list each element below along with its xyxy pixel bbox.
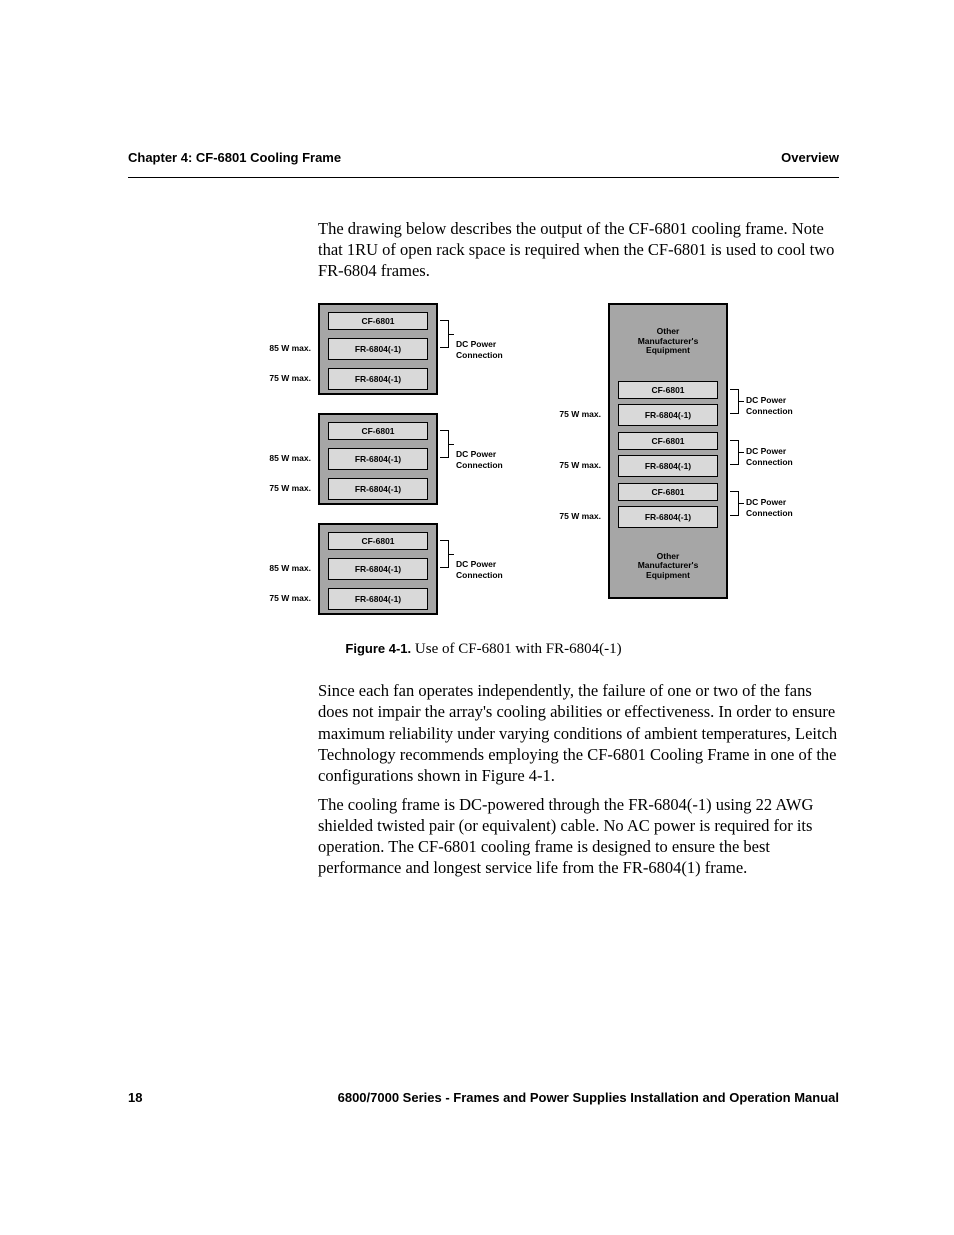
slot-cf6801: CF-6801	[328, 532, 428, 550]
slot-cf6801: CF-6801	[618, 483, 718, 501]
connector	[730, 464, 738, 465]
dc-power-label: DC Power Connection	[456, 559, 503, 579]
body-paragraph-2: The cooling frame is DC-powered through …	[318, 794, 839, 878]
watt-label: 85 W max.	[253, 563, 311, 573]
body-text: Since each fan operates independently, t…	[318, 680, 839, 878]
watt-label: 75 W max.	[543, 409, 601, 419]
slot-other-equipment: Other Manufacturer's Equipment	[618, 309, 718, 373]
slot-fr6804: FR-6804(-1)	[328, 558, 428, 580]
watt-label: 85 W max.	[253, 343, 311, 353]
connector	[738, 401, 744, 402]
page-header: Chapter 4: CF-6801 Cooling Frame Overvie…	[128, 150, 839, 178]
figure-label: Figure 4-1.	[345, 641, 411, 656]
connector	[738, 452, 744, 453]
slot-cf6801: CF-6801	[328, 312, 428, 330]
slot-fr6804: FR-6804(-1)	[328, 448, 428, 470]
connector	[440, 457, 448, 458]
section-title: Overview	[781, 150, 839, 165]
connector	[448, 334, 454, 335]
dc-power-label: DC Power Connection	[456, 449, 503, 469]
watt-label: 75 W max.	[253, 483, 311, 493]
rack-left-3: CF-6801 FR-6804(-1) FR-6804(-1)	[318, 523, 438, 615]
slot-cf6801: CF-6801	[328, 422, 428, 440]
figure-caption-text: Use of CF-6801 with FR-6804(-1)	[415, 641, 622, 657]
connector	[440, 567, 448, 568]
chapter-title: Chapter 4: CF-6801 Cooling Frame	[128, 150, 341, 165]
connector	[730, 413, 738, 414]
figure-caption: Figure 4-1. Use of CF-6801 with FR-6804(…	[128, 641, 839, 658]
rack-left-2: CF-6801 FR-6804(-1) FR-6804(-1)	[318, 413, 438, 505]
rack-left-1: CF-6801 FR-6804(-1) FR-6804(-1)	[318, 303, 438, 395]
connector	[730, 515, 738, 516]
watt-label: 85 W max.	[253, 453, 311, 463]
watt-label: 75 W max.	[253, 593, 311, 603]
connector	[730, 491, 738, 492]
connector	[738, 503, 744, 504]
connector	[448, 444, 454, 445]
connector	[440, 347, 448, 348]
connector	[440, 320, 448, 321]
page-footer: 18 6800/7000 Series - Frames and Power S…	[128, 1090, 839, 1105]
dc-power-label: DC Power Connection	[746, 446, 793, 466]
slot-fr6804: FR-6804(-1)	[328, 478, 428, 500]
dc-power-label: DC Power Connection	[746, 395, 793, 415]
slot-fr6804: FR-6804(-1)	[618, 455, 718, 477]
slot-fr6804: FR-6804(-1)	[328, 588, 428, 610]
slot-other-equipment: Other Manufacturer's Equipment	[618, 534, 718, 597]
connector	[730, 440, 738, 441]
watt-label: 75 W max.	[543, 511, 601, 521]
slot-cf6801: CF-6801	[618, 381, 718, 399]
dc-power-label: DC Power Connection	[746, 497, 793, 517]
intro-paragraph: The drawing below describes the output o…	[318, 218, 839, 281]
connector	[440, 430, 448, 431]
watt-label: 75 W max.	[543, 460, 601, 470]
slot-fr6804: FR-6804(-1)	[328, 368, 428, 390]
slot-fr6804: FR-6804(-1)	[618, 506, 718, 528]
connector	[440, 540, 448, 541]
figure-diagram: CF-6801 FR-6804(-1) FR-6804(-1) CF-6801 …	[128, 303, 839, 613]
dc-power-label: DC Power Connection	[456, 339, 503, 359]
footer-title: 6800/7000 Series - Frames and Power Supp…	[338, 1090, 839, 1105]
slot-cf6801: CF-6801	[618, 432, 718, 450]
watt-label: 75 W max.	[253, 373, 311, 383]
connector	[448, 554, 454, 555]
rack-right: Other Manufacturer's Equipment CF-6801 F…	[608, 303, 728, 599]
connector	[730, 389, 738, 390]
page-number: 18	[128, 1090, 142, 1105]
body-paragraph-1: Since each fan operates independently, t…	[318, 680, 839, 786]
slot-fr6804: FR-6804(-1)	[328, 338, 428, 360]
slot-fr6804: FR-6804(-1)	[618, 404, 718, 426]
